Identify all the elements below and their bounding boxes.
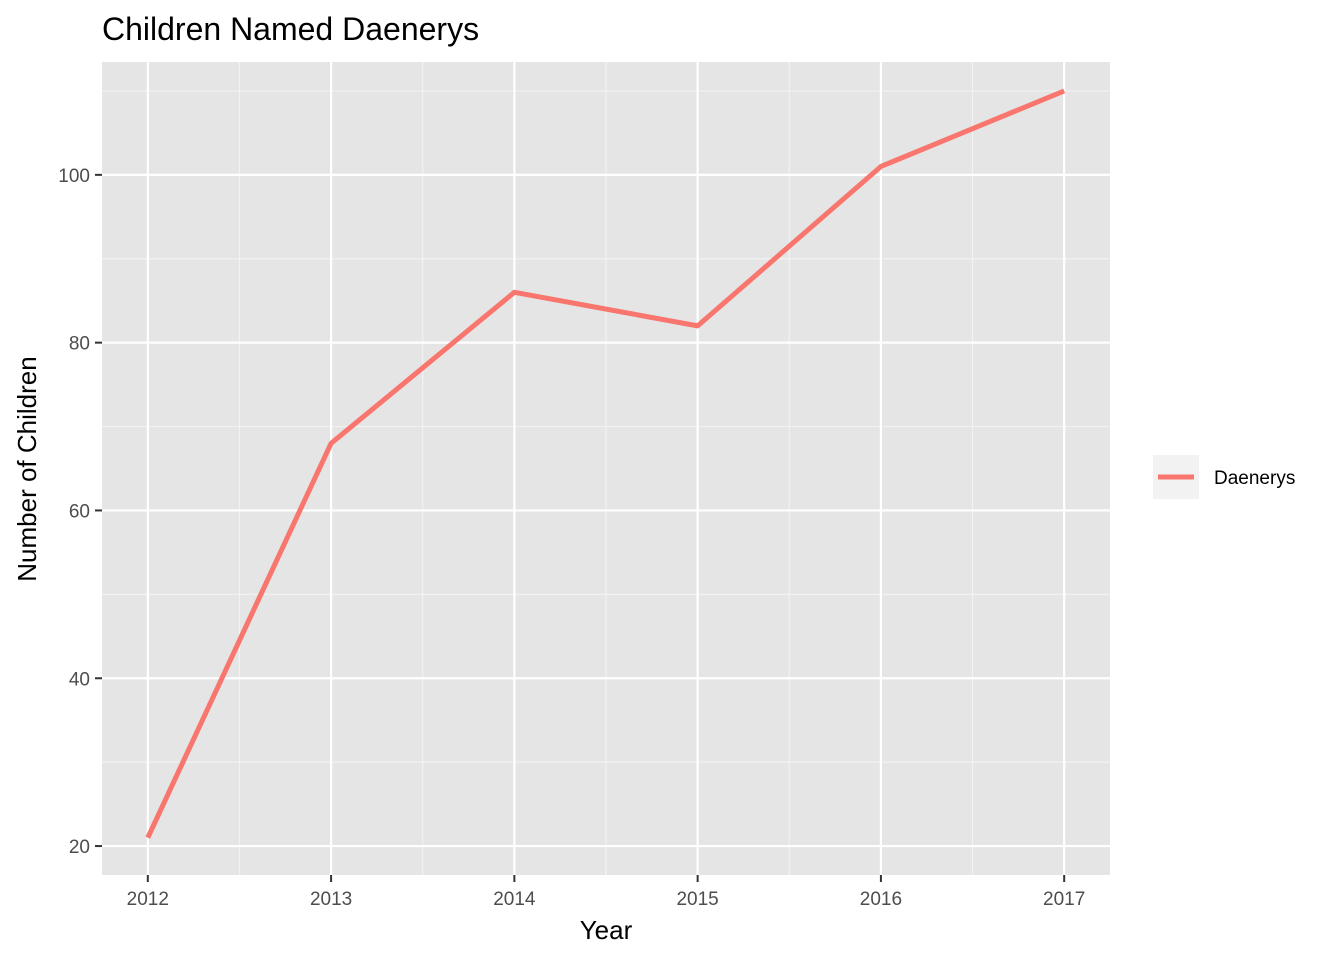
y-axis: 20 40 60 80 100 xyxy=(58,166,102,858)
x-tick-label: 2017 xyxy=(1043,889,1085,910)
series-line-daenerys xyxy=(145,88,1066,839)
minor-gridlines xyxy=(102,62,1110,875)
x-tick-label: 2014 xyxy=(493,889,536,910)
chart-title: Children Named Daenerys xyxy=(102,11,479,47)
major-gridlines xyxy=(102,62,1110,875)
y-tick-label: 60 xyxy=(69,501,90,522)
series-layer xyxy=(145,88,1066,839)
legend-label: Daenerys xyxy=(1214,468,1295,489)
x-tick-label: 2015 xyxy=(676,889,718,910)
x-tick-label: 2013 xyxy=(310,889,352,910)
legend: Daenerys xyxy=(1153,455,1295,499)
y-axis-title: Number of Children xyxy=(12,356,42,581)
x-tick-label: 2012 xyxy=(127,889,169,910)
y-tick-label: 100 xyxy=(58,166,90,187)
x-axis-title: Year xyxy=(580,915,633,945)
y-tick-label: 80 xyxy=(69,334,90,355)
y-tick-label: 40 xyxy=(69,669,90,690)
x-tick-label: 2016 xyxy=(860,889,902,910)
y-tick-label: 20 xyxy=(69,837,90,858)
x-axis: 2012 2013 2014 2015 2016 2017 xyxy=(127,875,1085,910)
